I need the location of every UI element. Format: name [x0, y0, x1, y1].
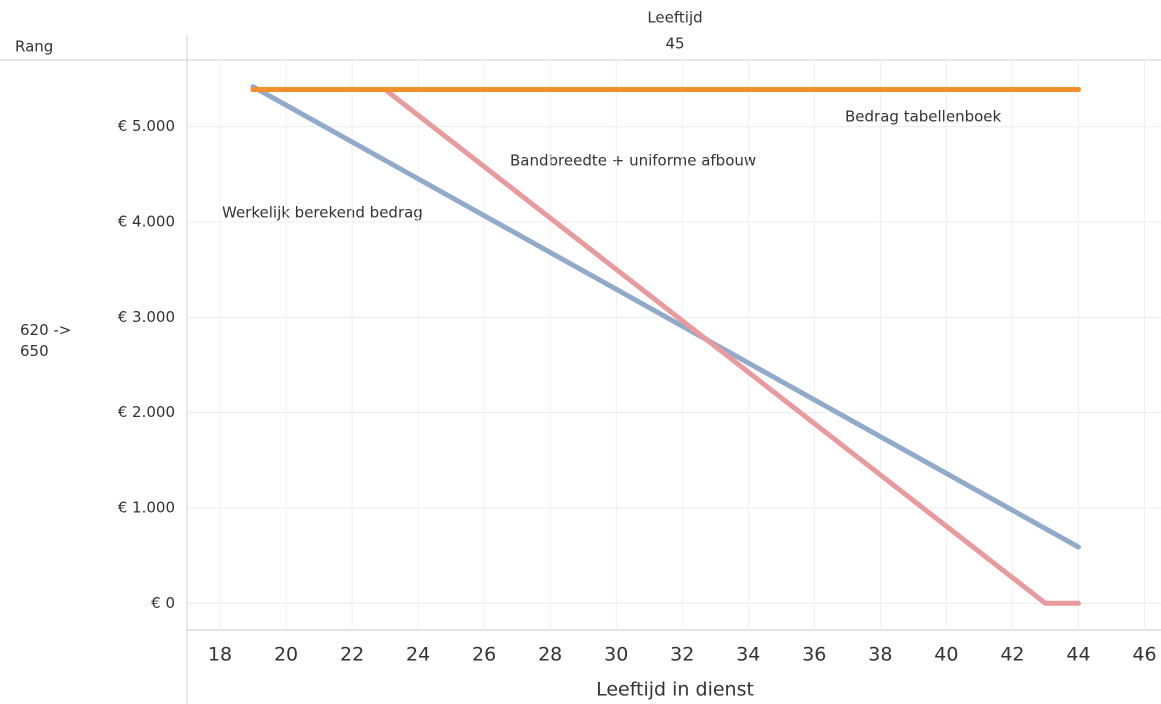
y-tick-label: € 0 — [151, 594, 175, 612]
y-tick-label: € 2.000 — [118, 403, 175, 421]
series-annotation: Bedrag tabellenboek — [845, 108, 1002, 126]
x-tick-label: 28 — [538, 644, 562, 666]
x-tick-label: 26 — [472, 644, 496, 666]
x-tick-label: 30 — [604, 644, 628, 666]
y-tick-label: € 1.000 — [118, 498, 175, 516]
x-tick-label: 36 — [802, 644, 826, 666]
column-title: Leeftijd — [647, 9, 702, 27]
x-axis-label: Leeftijd in dienst — [596, 679, 754, 701]
row-title: Rang — [15, 38, 53, 56]
y-tick-label: € 3.000 — [118, 308, 175, 326]
column-value: 45 — [665, 35, 684, 53]
x-tick-label: 40 — [934, 644, 958, 666]
row-value: 620 -> 650 — [20, 321, 72, 360]
series-annotation: Bandbreedte + uniforme afbouw — [510, 152, 756, 170]
x-tick-label: 38 — [868, 644, 892, 666]
series-annotation: Werkelijk berekend bedrag — [222, 204, 423, 222]
x-tick-label: 24 — [406, 644, 430, 666]
y-tick-label: € 4.000 — [118, 213, 175, 231]
x-tick-label: 44 — [1066, 644, 1090, 666]
x-tick-label: 32 — [670, 644, 694, 666]
series-line — [250, 84, 1081, 550]
x-tick-label: 42 — [1000, 644, 1024, 666]
x-tick-label: 34 — [736, 644, 760, 666]
x-tick-label: 20 — [274, 644, 298, 666]
y-tick-label: € 5.000 — [118, 117, 175, 135]
x-tick-label: 46 — [1132, 644, 1156, 666]
x-tick-label: 22 — [340, 644, 364, 666]
x-tick-label: 18 — [208, 644, 232, 666]
